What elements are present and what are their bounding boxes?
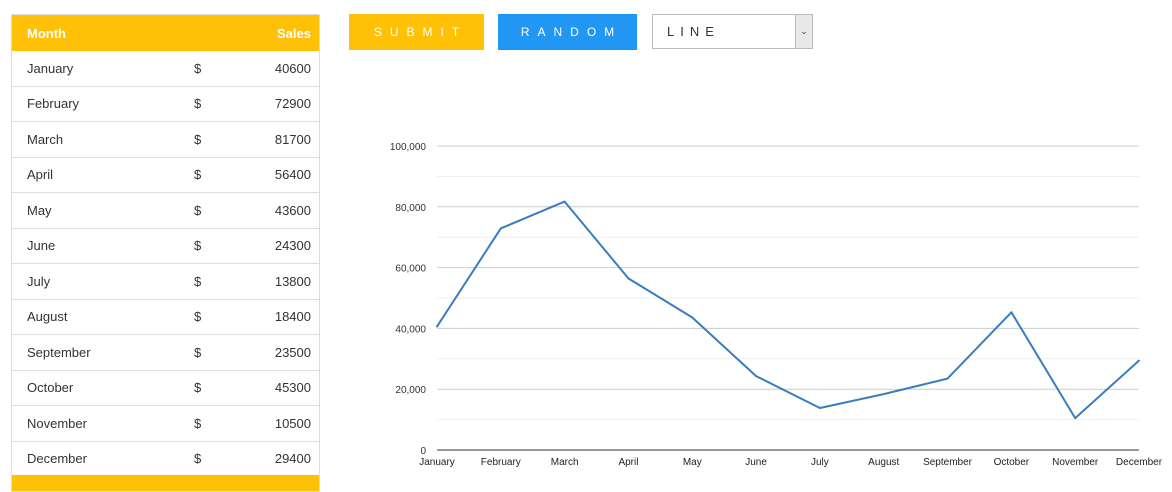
row-month: August — [27, 309, 68, 325]
row-value: 72900 — [274, 96, 311, 112]
table-row: January $40600 — [12, 51, 319, 87]
y-tick-label: 80,000 — [395, 203, 426, 214]
table-row: March $81700 — [12, 122, 319, 158]
data-point — [563, 200, 566, 203]
row-value: 23500 — [274, 344, 311, 360]
random-button[interactable]: RANDOM — [498, 14, 637, 50]
table-row: September $23500 — [12, 335, 319, 371]
row-value: 13800 — [274, 273, 311, 289]
x-tick-label: July — [811, 457, 829, 468]
x-tick-label: August — [868, 457, 899, 468]
y-tick-label: 100,000 — [390, 142, 427, 153]
table-row: October $45300 — [12, 371, 319, 406]
row-value: 81700 — [274, 131, 311, 147]
row-currency: $ — [194, 202, 202, 218]
row-currency: $ — [194, 60, 202, 76]
row-currency: $ — [194, 131, 202, 147]
data-point — [1138, 359, 1140, 362]
row-currency: $ — [194, 238, 202, 254]
table-header: Month Sales — [12, 15, 319, 51]
row-currency: $ — [194, 344, 202, 360]
row-value: 29400 — [274, 451, 311, 467]
chart-type-select[interactable]: LINE ⌄ — [652, 14, 813, 49]
data-point — [946, 377, 949, 380]
row-value: 43600 — [274, 202, 311, 218]
row-month: December — [27, 451, 87, 467]
row-month: July — [27, 273, 51, 289]
y-tick-label: 40,000 — [395, 324, 426, 335]
x-tick-label: December — [1116, 457, 1163, 468]
y-tick-label: 0 — [420, 446, 426, 457]
row-value: 40600 — [274, 60, 311, 76]
row-month: April — [27, 167, 54, 183]
table-row: April $56400 — [12, 158, 319, 193]
row-month: November — [27, 415, 87, 431]
row-currency: $ — [194, 96, 202, 112]
y-tick-label: 60,000 — [395, 264, 426, 275]
row-month: January — [27, 60, 74, 76]
row-value: 10500 — [274, 415, 311, 431]
header-month: Month — [27, 25, 66, 41]
row-value: 18400 — [274, 309, 311, 325]
row-month: September — [27, 344, 91, 360]
data-point — [818, 407, 821, 410]
table-row: February $72900 — [12, 87, 319, 122]
data-point — [627, 277, 630, 280]
chevron-down-icon[interactable]: ⌄ — [795, 15, 812, 48]
x-tick-label: March — [551, 457, 579, 468]
data-point — [882, 393, 885, 396]
submit-button[interactable]: SUBMIT — [349, 14, 484, 50]
table-row: July $13800 — [12, 264, 319, 300]
x-tick-label: June — [745, 457, 767, 468]
data-point — [691, 316, 694, 319]
row-month: May — [27, 202, 52, 218]
row-value: 56400 — [274, 167, 311, 183]
row-currency: $ — [194, 415, 202, 431]
row-currency: $ — [194, 167, 202, 183]
data-point — [1010, 311, 1013, 314]
table-row: December $29400 — [12, 442, 319, 477]
row-currency: $ — [194, 451, 202, 467]
sales-series-line — [436, 200, 1140, 420]
row-currency: $ — [194, 273, 202, 289]
x-tick-label: January — [419, 457, 455, 468]
row-month: October — [27, 380, 74, 396]
row-value: 24300 — [274, 238, 311, 254]
y-tick-label: 20,000 — [395, 385, 426, 396]
table-row: May $43600 — [12, 193, 319, 229]
table-row: June $24300 — [12, 229, 319, 264]
data-point — [755, 375, 758, 378]
row-value: 45300 — [274, 380, 311, 396]
x-tick-label: May — [683, 457, 702, 468]
sales-line-chart: 0 20,000 40,000 60,000 80,000 100,000 January F… — [390, 142, 1163, 468]
data-point — [499, 227, 502, 230]
table-row: August $18400 — [12, 300, 319, 335]
row-currency: $ — [194, 309, 202, 325]
data-point — [1074, 417, 1077, 420]
row-month: June — [27, 238, 56, 254]
sales-table: Month Sales January $40600 February $72900 M… — [11, 14, 320, 492]
data-point — [436, 325, 438, 328]
row-month: March — [27, 131, 64, 147]
chart-type-value: LINE — [667, 24, 720, 39]
table-row: November $10500 — [12, 406, 319, 442]
x-tick-label: April — [618, 457, 638, 468]
table-body: January $40600 February $72900 March $81700 Ap… — [12, 51, 319, 477]
row-currency: $ — [194, 380, 202, 396]
x-tick-label: October — [994, 457, 1030, 468]
x-tick-label: February — [481, 457, 521, 468]
table-footer — [12, 475, 319, 491]
x-tick-label: November — [1052, 457, 1099, 468]
header-sales: Sales — [277, 25, 311, 41]
x-tick-label: September — [923, 457, 973, 468]
row-month: February — [27, 96, 80, 112]
